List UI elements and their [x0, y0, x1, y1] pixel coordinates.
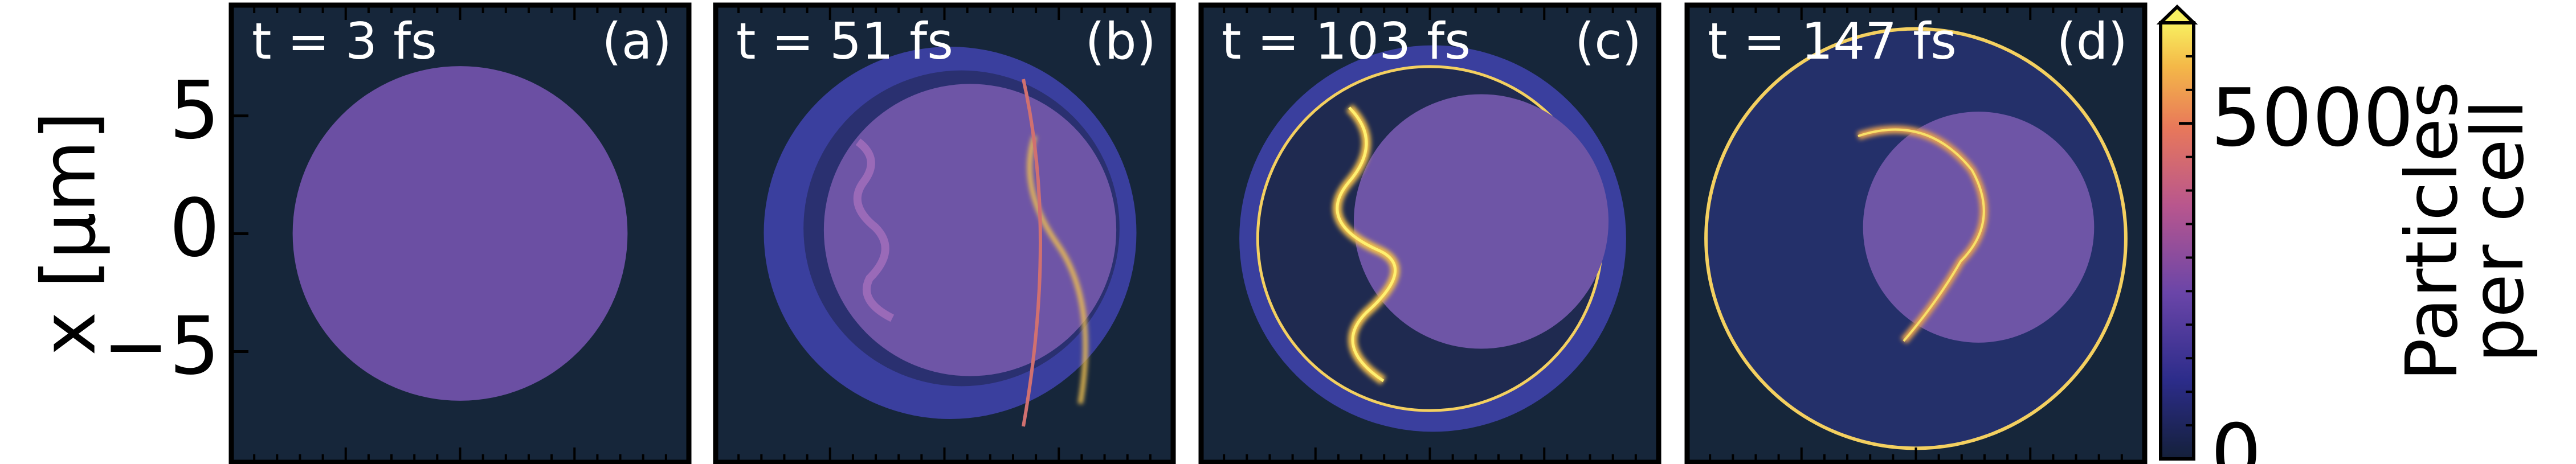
target-disk — [292, 66, 628, 401]
colorbar-label: per cell — [2457, 100, 2540, 363]
turbulence — [853, 138, 895, 322]
panel-image — [764, 47, 1137, 427]
colorbar-extend — [2156, 4, 2198, 24]
y-tick-label: 5 — [169, 64, 220, 157]
core — [1353, 94, 1609, 349]
panel-letter: (d) — [2056, 12, 2128, 71]
y-tick-label: 0 — [169, 182, 220, 275]
y-tick-label: −5 — [103, 300, 220, 393]
panel-letter: (a) — [602, 12, 672, 71]
panel-image — [1239, 45, 1626, 432]
panel: t = 103 fs (c) — [1198, 2, 1661, 464]
panel: t = 51 fs (b) — [713, 2, 1176, 464]
filament-core — [1336, 106, 1397, 383]
panel-time-label: t = 103 fs — [1222, 12, 1471, 71]
filament — [1027, 135, 1088, 404]
panel-image — [1704, 27, 2128, 450]
panel-letter: (b) — [1085, 12, 1156, 71]
panel-time-label: t = 3 fs — [252, 12, 437, 71]
panel-time-label: t = 147 fs — [1708, 12, 1957, 71]
colorbar-tick-label: 5000 — [2211, 72, 2414, 165]
panel-time-label: t = 51 fs — [736, 12, 953, 71]
colorbar-tick-label: 0 — [2211, 408, 2261, 464]
panel: t = 147 fs (d) — [1684, 2, 2148, 464]
colorbar-label: Particles — [2391, 81, 2473, 381]
filament-core — [1858, 128, 1985, 342]
front — [1022, 79, 1042, 427]
core — [823, 84, 1117, 376]
y-axis-label: x [μm] — [26, 111, 112, 355]
panel-letter: (c) — [1575, 12, 1642, 71]
panel: t = 3 fs (a) — [228, 2, 692, 464]
panel-image — [292, 66, 628, 401]
colorbar — [2159, 21, 2195, 461]
